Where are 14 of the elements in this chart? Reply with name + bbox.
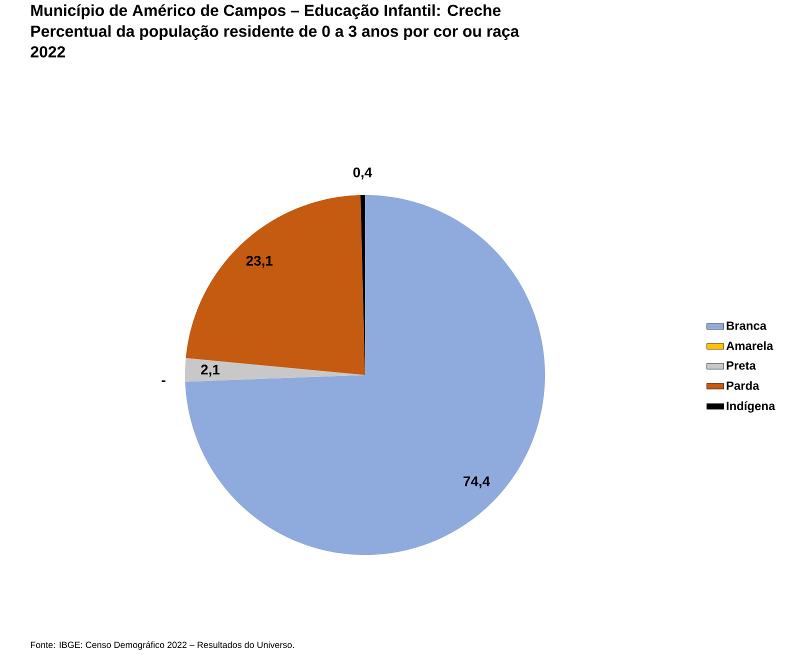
text: 2022 bbox=[30, 46, 66, 58]
legend-label: Indígena bbox=[726, 401, 776, 413]
data-label: 0,4 bbox=[353, 167, 372, 180]
data-label: 2,1 bbox=[201, 364, 220, 377]
legend-label: Preta bbox=[726, 361, 756, 370]
legend-label: Amarela bbox=[726, 341, 774, 350]
source-note: Fonte: IBGE: Censo Demográfico 2022 – Resultados do Universo. bbox=[30, 641, 294, 650]
legend-label: Parda bbox=[726, 381, 760, 390]
chart-subtitle: Percentual da população residente de 0 a 3 anos por cor ou raça bbox=[31, 25, 520, 40]
data-label: 74,4 bbox=[464, 476, 490, 488]
legend-label: Branca bbox=[726, 322, 767, 330]
chart-title: Município de Américo de Campos – Educação Infantil: Creche bbox=[31, 4, 501, 20]
text: - bbox=[162, 380, 166, 382]
data-label: 23,1 bbox=[246, 256, 273, 268]
